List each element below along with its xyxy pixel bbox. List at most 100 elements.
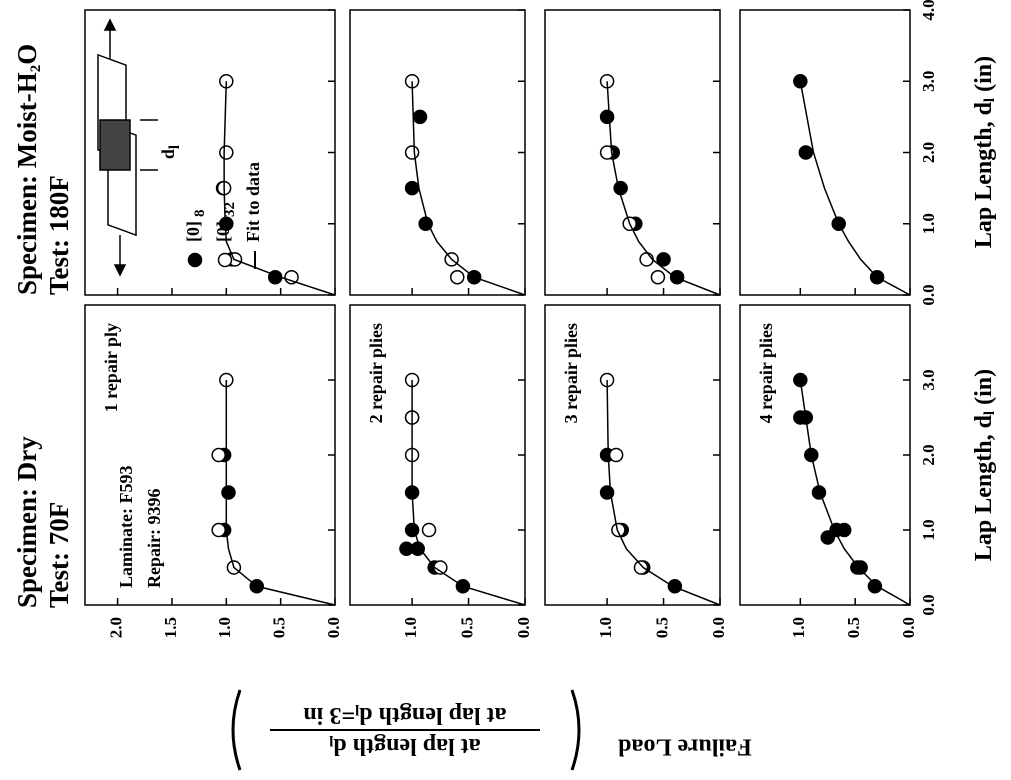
fit-curve [223, 81, 336, 296]
arrowhead [113, 264, 127, 277]
y-tick-label: 1.0 [215, 617, 234, 638]
x-tick-label: 2.0 [919, 142, 938, 163]
fit-curve [606, 379, 721, 606]
filled-point [798, 145, 814, 160]
y-tick-label: 0.0 [514, 617, 533, 638]
label-part: =3 in [303, 702, 355, 728]
open-point [404, 145, 420, 160]
label-part: (in) [971, 56, 997, 98]
moist-title: Specimen: Moist-H2O [12, 44, 44, 295]
panel-annotation: 2 repair plies [366, 323, 386, 423]
label-part: Lap Length, d [971, 414, 997, 561]
y-tick-label: 0.0 [709, 617, 728, 638]
open-point [650, 269, 666, 285]
y-tick-label: 1.0 [789, 617, 808, 638]
x-tick-label: 1.0 [919, 213, 938, 234]
title-part: O [12, 44, 42, 65]
filled-point [412, 109, 428, 125]
filled-point [599, 109, 615, 125]
y-tick-label: 1.0 [401, 617, 420, 638]
fit-curve [411, 380, 526, 606]
specimen-inset [97, 18, 158, 277]
label-sub: l [982, 98, 998, 102]
x-tick-label: 0.0 [919, 594, 938, 615]
fit-curve [411, 81, 526, 296]
legend-label: [0]32 [213, 202, 238, 242]
open-point [639, 252, 654, 267]
panel-annotation: 4 repair plies [756, 323, 776, 423]
x-tick-label: 3.0 [919, 71, 938, 92]
open-point [211, 447, 226, 463]
filled-point [410, 541, 425, 556]
panel-frame [544, 9, 721, 296]
open-point [450, 269, 465, 285]
fit-curve [799, 81, 911, 296]
label-sub: l [982, 411, 998, 415]
label-part: (in) [971, 369, 997, 411]
lap-region [99, 119, 131, 171]
y-tick-label: 1.5 [161, 617, 180, 638]
y-axis-label: Failure Load [618, 733, 752, 759]
open-point [219, 145, 234, 160]
filled-point [613, 180, 628, 196]
paren [231, 689, 242, 771]
open-point [211, 522, 226, 538]
y-tick-label: 2.0 [107, 617, 126, 638]
legend-text: Fit to data [243, 162, 263, 242]
legend-marker [217, 252, 233, 268]
fit-curve [606, 81, 721, 296]
repair-note: Repair: 9396 [144, 489, 164, 588]
legend-sub: 32 [222, 202, 238, 217]
x-axis-label: Lap Length, dl (in) [971, 369, 999, 561]
y-tick-label: 1.0 [596, 617, 615, 638]
x-tick-label: 3.0 [919, 369, 938, 390]
legend-text: [0] [183, 221, 203, 242]
label-part: Lap Length, d [971, 101, 997, 248]
title-sub: 2 [28, 65, 44, 73]
open-point [421, 522, 437, 538]
x-axis-label: Lap Length, dl (in) [971, 56, 999, 248]
title-part: Specimen: Moist-H [12, 72, 42, 295]
legend-sub: 8 [192, 210, 208, 218]
filled-point [667, 579, 683, 594]
label-part: at lap length d [359, 702, 507, 728]
fit-curve [225, 380, 336, 606]
arrowhead [103, 18, 117, 31]
open-point [611, 522, 626, 538]
y-tick-label: 0.5 [270, 617, 289, 638]
panel-annotation: 3 repair plies [561, 323, 581, 423]
filled-point [404, 522, 420, 538]
filled-point [867, 579, 883, 594]
label-part: d [158, 149, 178, 159]
fit-curve [799, 379, 911, 606]
dry-title: Specimen: Dry [12, 436, 42, 608]
y-tick-label: 0.5 [457, 617, 476, 638]
label-part: at lap length d [333, 733, 481, 759]
open-point [608, 447, 624, 463]
filled-point [656, 252, 671, 267]
y-tick-label: 0.0 [324, 617, 343, 638]
filled-point [853, 560, 868, 575]
x-tick-label: 4.0 [919, 0, 938, 21]
legend-label: [0]8 [183, 210, 208, 243]
laminate-note: Laminate: F593 [116, 466, 136, 588]
label-sub: l [167, 145, 183, 149]
legend-marker [187, 252, 203, 268]
label-sub: l [355, 701, 359, 717]
panel-frame [739, 9, 911, 296]
y-tick-label: 0.5 [844, 617, 863, 638]
y-tick-label: 0.5 [652, 617, 671, 638]
open-point [633, 560, 649, 575]
legend-label: Fit to data [243, 162, 263, 242]
rotated-figure: Specimen: Dry Test: 70F Specimen: Moist-… [12, 0, 999, 771]
y-label-denominator: at lap length dl=3 in [303, 701, 506, 729]
filled-point [404, 180, 420, 196]
y-label-numerator: at lap length dl [329, 732, 481, 760]
x-tick-label: 0.0 [919, 284, 938, 305]
filled-point [793, 410, 808, 425]
x-tick-label: 2.0 [919, 444, 938, 465]
panel-annotation: 1 repair ply [101, 323, 121, 412]
label-sub: l [329, 732, 333, 748]
paren [570, 689, 581, 771]
